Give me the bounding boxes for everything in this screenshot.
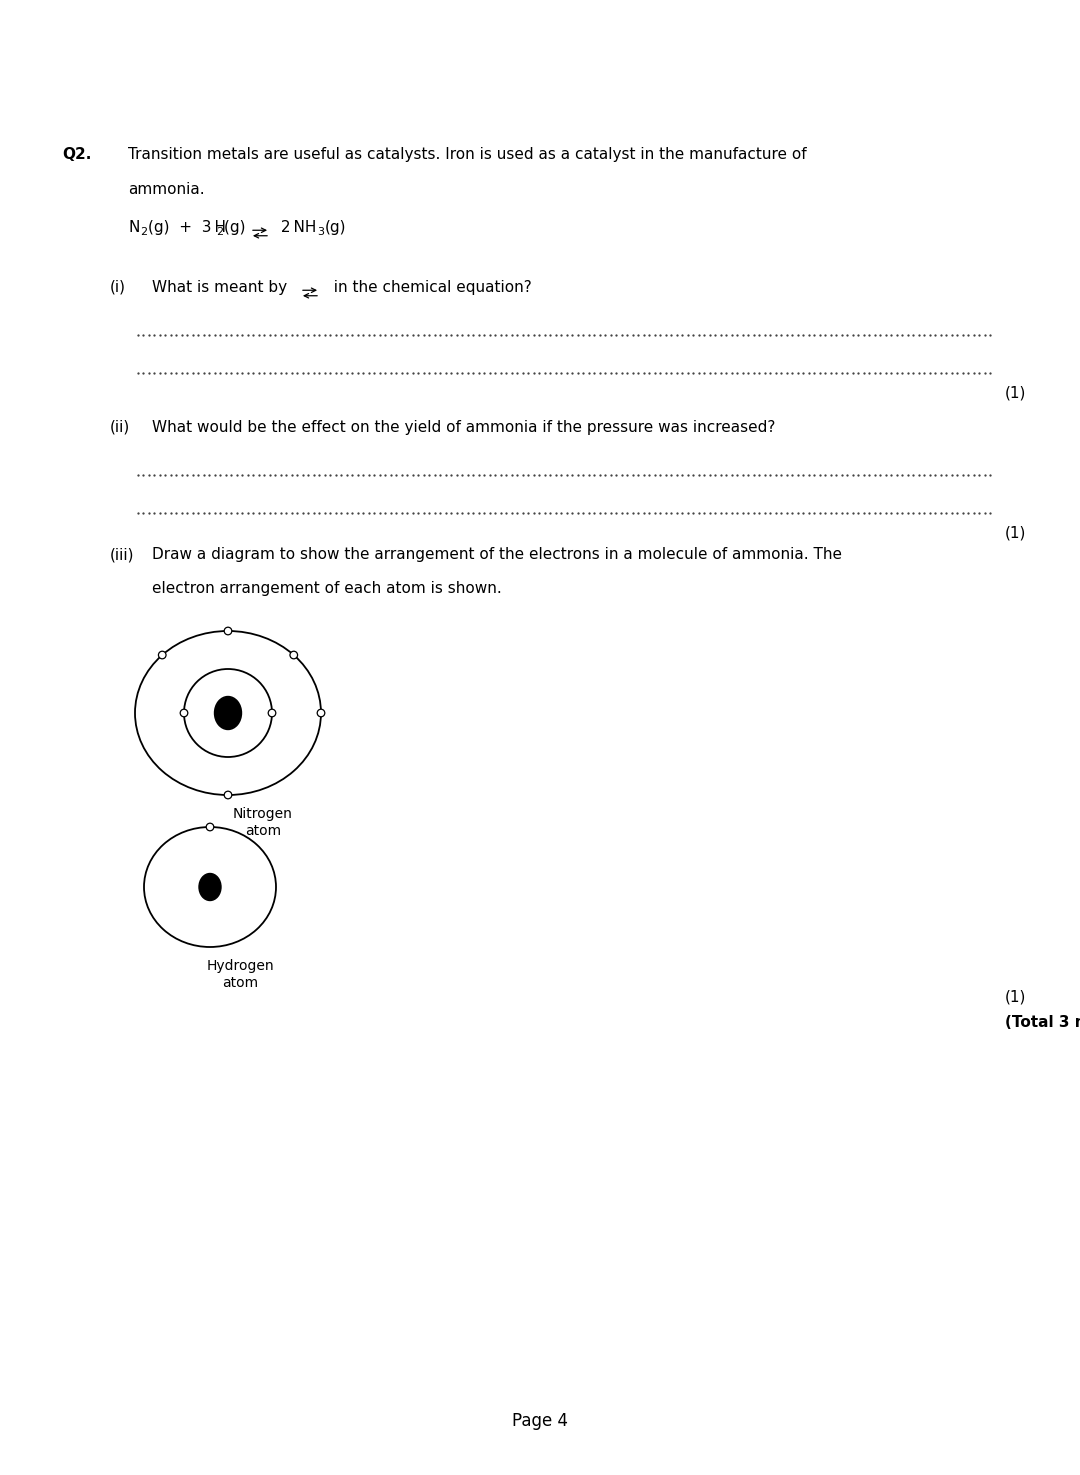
Text: (i): (i)	[110, 280, 126, 295]
Text: 3: 3	[318, 227, 324, 237]
Circle shape	[289, 652, 298, 659]
Circle shape	[268, 709, 275, 717]
Circle shape	[225, 627, 232, 634]
Text: (g)  +  3 H: (g) + 3 H	[148, 220, 226, 235]
Text: Hydrogen
atom: Hydrogen atom	[206, 959, 274, 990]
Text: (ii): (ii)	[110, 420, 131, 435]
Text: Draw a diagram to show the arrangement of the electrons in a molecule of ammonia: Draw a diagram to show the arrangement o…	[152, 547, 842, 562]
Text: ammonia.: ammonia.	[129, 181, 204, 198]
Text: (1): (1)	[1005, 525, 1026, 540]
Circle shape	[159, 652, 166, 659]
Circle shape	[225, 791, 232, 799]
Text: What would be the effect on the yield of ammonia if the pressure was increased?: What would be the effect on the yield of…	[152, 420, 775, 435]
Text: 2 NH: 2 NH	[276, 220, 316, 235]
Text: in the chemical equation?: in the chemical equation?	[324, 280, 531, 295]
Circle shape	[180, 709, 188, 717]
Text: (1): (1)	[1005, 990, 1026, 1004]
Text: 2: 2	[140, 227, 148, 237]
Text: N: N	[129, 220, 139, 235]
Ellipse shape	[199, 873, 221, 901]
Text: What is meant by: What is meant by	[152, 280, 297, 295]
Circle shape	[318, 709, 325, 717]
Text: electron arrangement of each atom is shown.: electron arrangement of each atom is sho…	[152, 581, 502, 596]
Text: (Total 3 marks): (Total 3 marks)	[1005, 1015, 1080, 1030]
Text: Page 4: Page 4	[512, 1412, 568, 1429]
Ellipse shape	[215, 696, 242, 730]
Text: (iii): (iii)	[110, 547, 135, 562]
Circle shape	[206, 823, 214, 830]
Text: (g): (g)	[224, 220, 255, 235]
Text: (g): (g)	[325, 220, 347, 235]
Text: 2: 2	[216, 227, 224, 237]
Text: Q2.: Q2.	[62, 148, 92, 162]
Text: Transition metals are useful as catalysts. Iron is used as a catalyst in the man: Transition metals are useful as catalyst…	[129, 148, 807, 162]
Text: (1): (1)	[1005, 385, 1026, 400]
Text: Nitrogen
atom: Nitrogen atom	[233, 807, 293, 838]
